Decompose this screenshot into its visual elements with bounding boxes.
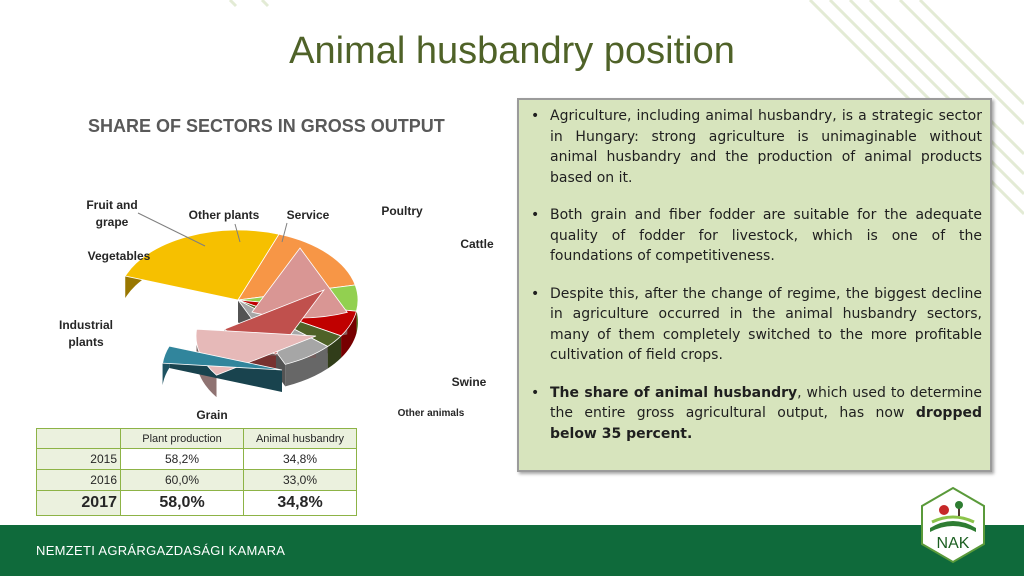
pie-slice-side-fruit-and-grape (341, 311, 357, 358)
bullet-item: • The share of animal husbandry, which us… (529, 383, 982, 445)
bullet-item: • Despite this, after the change of regim… (529, 284, 982, 366)
table-row: 2015 58,2% 34,8% (36, 448, 357, 470)
bullet-item: • Agriculture, including animal husbandry… (529, 106, 982, 188)
pie-label-vegetables: Vegetables (88, 249, 151, 263)
bullet-list: • Agriculture, including animal husbandry… (529, 106, 982, 444)
nak-logo: NAK (921, 486, 985, 564)
table-cell: 33,0% (243, 469, 357, 491)
bullet-text: Despite this, after the change of regime… (550, 285, 982, 364)
leader-line (234, 223, 241, 243)
slide-title: Animal husbandry position (289, 30, 735, 72)
bullet-text: Both grain and fiber fodder are suitable… (550, 207, 982, 264)
leader-line (281, 222, 288, 243)
bullet-marker: • (531, 207, 540, 223)
footer-bar (0, 525, 1024, 576)
table-year-cell: 2017 (36, 490, 121, 516)
pie-label-other-plants: Other plants (189, 208, 260, 222)
bullet-text: Agriculture, including animal husbandry,… (550, 108, 982, 186)
bullet-text-bold: The share of animal husbandry (550, 384, 798, 401)
pie-label-other-animals: Other animals (398, 408, 465, 419)
output-share-table: Plant production Animal husbandry 2015 5… (36, 428, 357, 516)
bullet-text-bold: dropped below 35 percent. (550, 405, 982, 442)
table-year-cell: 2016 (36, 469, 121, 491)
bullet-marker: • (531, 384, 540, 401)
table-row: 2017 58,0% 34,8% (36, 490, 357, 516)
pie-slice-side-other-plants (327, 335, 342, 369)
table-header-cell (36, 428, 121, 449)
pie-label-fruit-and-grape: Fruit and grape (86, 198, 137, 229)
table-row: 2016 60,0% 33,0% (36, 469, 357, 491)
table-cell: 34,8% (243, 448, 357, 470)
bullet-marker: • (531, 285, 540, 302)
table-header-cell: Plant production (120, 428, 244, 449)
leader-line (137, 212, 206, 247)
logo-text: NAK (937, 535, 970, 552)
table-cell: 58,0% (120, 490, 244, 516)
table-year-cell: 2015 (36, 448, 121, 470)
pie-label-service: Service (287, 208, 330, 222)
pie-slice-side-service (285, 346, 328, 387)
pie-label-grain: Grain (196, 408, 227, 422)
bullet-marker: • (531, 108, 540, 124)
pie-slice-grain (124, 229, 280, 301)
table-cell: 58,2% (120, 448, 244, 470)
pie-label-swine: Swine (452, 375, 487, 389)
pie-label-industrial-plants: Industrial plants (59, 318, 113, 349)
footer-org-name: NEMZETI AGRÁRGAZDASÁGI KAMARA (36, 543, 286, 558)
pie-label-poultry: Poultry (381, 204, 423, 218)
chart-heading: SHARE OF SECTORS IN GROSS OUTPUT (88, 116, 445, 136)
table-header-row: Plant production Animal husbandry (36, 428, 357, 449)
table-header-cell: Animal husbandry (243, 428, 357, 449)
bullet-text: , which used to determine the entire gro… (550, 384, 982, 422)
table-cell: 60,0% (120, 469, 244, 491)
table-cell: 34,8% (243, 490, 357, 516)
pie-slice-side-swine (196, 329, 217, 398)
pie-slice-other-animals (162, 345, 283, 371)
bullet-item: • Both grain and fiber fodder are suitabl… (529, 205, 982, 267)
pie-label-cattle: Cattle (460, 237, 494, 251)
text-panel: • Agriculture, including animal husbandry… (517, 98, 992, 472)
